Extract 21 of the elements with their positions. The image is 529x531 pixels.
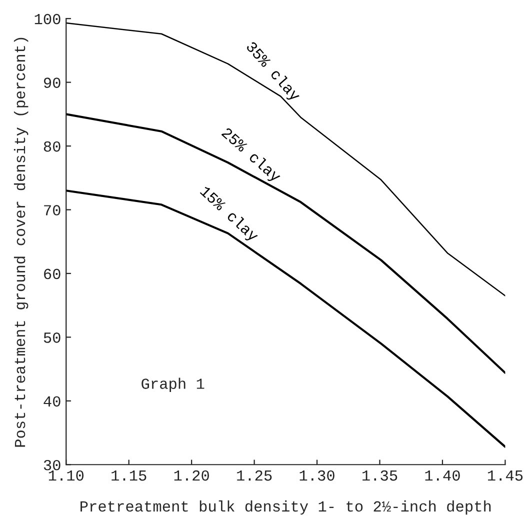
line-series bbox=[66, 22, 506, 296]
x-tick-label: 1.10 bbox=[48, 470, 84, 481]
y-tick-label: 80 bbox=[44, 141, 60, 152]
y-tick-label: 90 bbox=[44, 78, 60, 88]
x-tick-label: 1.25 bbox=[237, 470, 272, 481]
y-tick-label: 70 bbox=[44, 205, 60, 216]
x-tick-label: 1.40 bbox=[425, 470, 460, 481]
y-tick-label: 40 bbox=[44, 396, 60, 407]
y-tick-label: 30 bbox=[44, 460, 60, 470]
x-tick-label: 1.30 bbox=[300, 470, 334, 481]
annotation: Graph 1 bbox=[142, 378, 204, 392]
x-axis-title: Pretreatment bulk density 1- to 2½-inch depth bbox=[80, 500, 491, 515]
y-axis-title: Post-treatment ground cover density (percent) bbox=[14, 38, 28, 447]
x-tick-label: 1.45 bbox=[488, 470, 523, 481]
y-tick-label: 60 bbox=[44, 268, 60, 280]
y-tick-label: 50 bbox=[44, 332, 60, 343]
line-series bbox=[66, 113, 506, 374]
y-tick-label: 100 bbox=[34, 14, 60, 24]
x-tick-label: 1.15 bbox=[112, 470, 146, 481]
x-tick-label: 1.20 bbox=[174, 470, 209, 481]
x-tick-label: 1.35 bbox=[362, 470, 398, 481]
